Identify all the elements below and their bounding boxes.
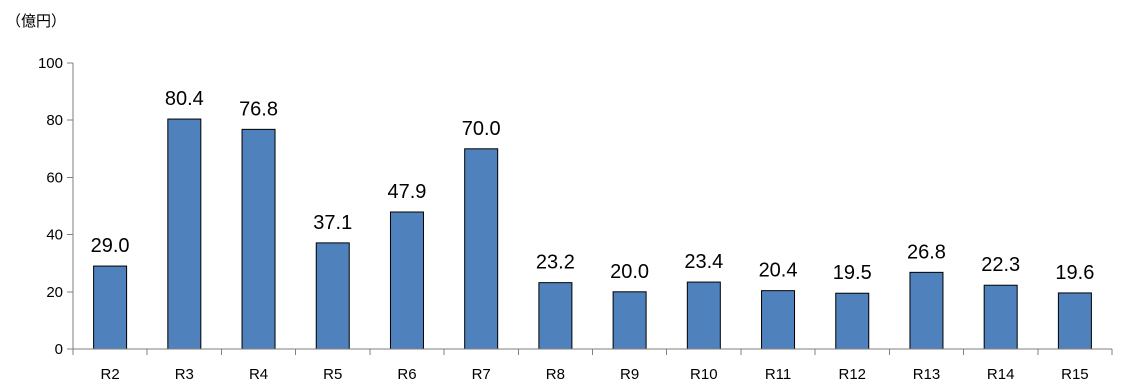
bar-R4: [241, 128, 276, 350]
x-tick-label-R4: R4: [249, 366, 268, 383]
bar-R15: [1057, 292, 1092, 350]
data-label-R15: 19.6: [1055, 262, 1094, 284]
x-tick-label-R2: R2: [101, 366, 120, 383]
bars: [93, 118, 1092, 350]
x-tick-label-R7: R7: [472, 366, 491, 383]
y-tick-label: 0: [55, 341, 63, 358]
y-tick-label: 80: [46, 112, 63, 129]
data-label-R4: 76.8: [239, 98, 278, 120]
bar-R10: [686, 281, 721, 350]
bar-R11: [761, 290, 796, 350]
x-tick-label-R10: R10: [690, 366, 718, 383]
y-tick-label: 100: [38, 55, 63, 72]
bar-R6: [389, 211, 424, 350]
x-tick-label-R15: R15: [1061, 366, 1089, 383]
y-axis-unit-label: （億円）: [6, 12, 66, 30]
y-tick-label: 20: [46, 284, 63, 301]
data-labels: 29.0 80.4 76.8 37.1 47.9 70.0 23.2 20.0 23.4 20.4…: [91, 88, 1095, 284]
data-label-R8: 23.2: [536, 252, 575, 274]
x-axis: R2 R3 R4 R5 R6 R7 R8 R9 R10 R11 R12 R13 R14 R15: [72, 348, 1113, 383]
x-tick-label-R8: R8: [546, 366, 565, 383]
x-tick-label-R6: R6: [397, 366, 416, 383]
y-axis: 0 20 40 60 80 100: [38, 55, 74, 358]
data-label-R5: 37.1: [313, 212, 352, 234]
bar-R3: [167, 118, 202, 350]
data-label-R14: 22.3: [981, 254, 1020, 276]
x-tick-label-R11: R11: [765, 366, 791, 383]
x-tick-label-R12: R12: [838, 366, 866, 383]
data-label-R11: 20.4: [759, 260, 798, 282]
data-label-R2: 29.0: [91, 235, 130, 257]
bar-R9: [612, 291, 647, 350]
y-tick-label: 40: [46, 227, 63, 244]
data-label-R7: 70.0: [462, 118, 501, 140]
data-label-R6: 47.9: [387, 181, 426, 203]
x-tick-label-R5: R5: [323, 366, 342, 383]
y-tick-label: 60: [46, 169, 63, 186]
bar-R14: [983, 284, 1018, 350]
bar-R2: [93, 265, 128, 350]
bar-R8: [538, 282, 573, 350]
x-tick-label-R13: R13: [913, 366, 941, 383]
x-tick-label-R3: R3: [175, 366, 194, 383]
data-label-R13: 26.8: [907, 241, 946, 263]
bar-R5: [315, 242, 350, 350]
data-label-R9: 20.0: [610, 261, 649, 283]
data-label-R10: 23.4: [684, 251, 723, 273]
bar-R7: [464, 148, 499, 350]
data-label-R3: 80.4: [165, 88, 204, 110]
bar-R12: [835, 292, 870, 350]
bar-R13: [909, 271, 944, 350]
x-tick-label-R9: R9: [620, 366, 639, 383]
data-label-R12: 19.5: [833, 262, 872, 284]
x-tick-label-R14: R14: [987, 366, 1015, 383]
